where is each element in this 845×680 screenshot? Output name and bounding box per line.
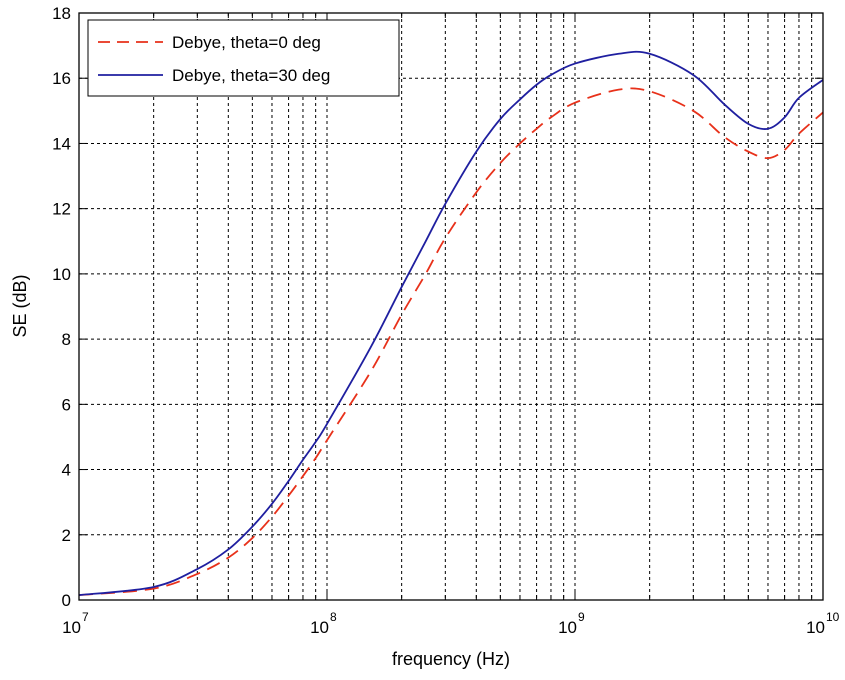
axis-ticks [78, 12, 823, 601]
y-tick-label: 12 [52, 200, 71, 219]
series-layer [78, 50, 824, 597]
x-tick-label-exponent: 10 [826, 610, 840, 624]
y-tick-label: 18 [52, 4, 71, 23]
x-tick-label: 108 [310, 610, 337, 637]
plot-frame [78, 12, 824, 601]
series-line-theta-30 [78, 50, 824, 597]
x-axis-label: frequency (Hz) [392, 649, 510, 669]
y-tick-label: 14 [52, 134, 71, 153]
legend-box [87, 19, 400, 97]
y-tick-label: 6 [62, 395, 71, 414]
legend-label-theta-0: Debye, theta=0 deg [172, 33, 321, 52]
plot-background [79, 13, 823, 600]
y-tick-label: 10 [52, 265, 71, 284]
x-tick-label-base: 10 [310, 618, 329, 637]
x-tick-label: 107 [62, 610, 89, 637]
y-tick-label: 0 [62, 591, 71, 610]
y-tick-labels: 0 2 4 6 8 10 12 14 16 18 [52, 4, 71, 610]
y-tick-label: 2 [62, 526, 71, 545]
series-line-theta-0 [78, 87, 824, 597]
y-tick-label: 8 [62, 330, 71, 349]
x-tick-label-exponent: 8 [330, 610, 337, 624]
y-axis-label: SE (dB) [10, 274, 30, 337]
legend-label-theta-30: Debye, theta=30 deg [172, 66, 330, 85]
x-tick-label-base: 10 [806, 618, 825, 637]
y-tick-label: 16 [52, 69, 71, 88]
y-tick-label: 4 [62, 461, 71, 480]
legend: Debye, theta=0 deg Debye, theta=30 deg [87, 19, 400, 97]
x-tick-label: 109 [558, 610, 585, 637]
x-tick-label-exponent: 9 [578, 610, 585, 624]
x-tick-label-base: 10 [558, 618, 577, 637]
x-tick-label-base: 10 [62, 618, 81, 637]
x-tick-label-exponent: 7 [82, 610, 89, 624]
